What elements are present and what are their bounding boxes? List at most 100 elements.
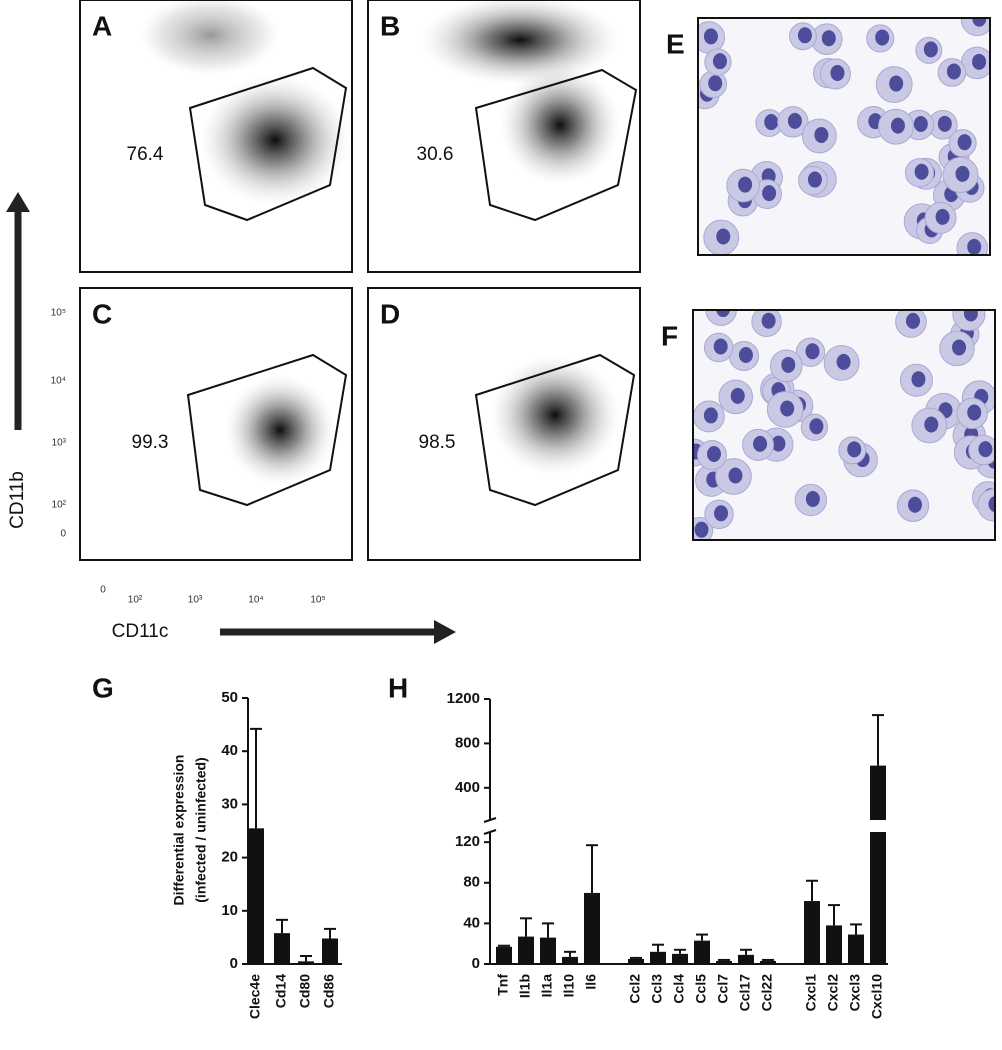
x-axis-label: CD11c [112,621,169,642]
x-tick-label: Cd80 [297,974,313,1008]
nucleus [762,185,777,202]
y-tick-label: 10⁴ [51,376,66,387]
nucleus [889,75,904,92]
bar [298,961,314,964]
bar [848,934,864,964]
y-tick-label: 40 [463,914,480,931]
nucleus [728,467,743,484]
x-tick-label: Cxcl1 [803,974,819,1012]
nucleus [781,356,796,373]
micrograph-frame [692,309,996,541]
gate [186,353,348,507]
axis-break [483,817,497,823]
nucleus [738,347,753,364]
nucleus [957,134,972,151]
x-tick-label: Il10 [561,974,577,998]
density [225,375,335,485]
panel-letter: H [388,672,408,703]
nucleus [716,310,731,318]
bar [826,925,842,964]
x-tick-label: Il1a [539,974,555,998]
nucleus [836,353,851,370]
density [200,75,350,205]
y-tick-label: 80 [463,874,480,891]
panel-letter: B [380,10,400,41]
y-tick-label: 50 [221,689,238,706]
x-tick-label: Il1b [517,974,533,998]
x-tick-label: Cd14 [273,974,289,1008]
nucleus [972,53,987,70]
nucleus [814,126,829,143]
x-tick-label: 0 [100,585,106,596]
gate-percentage: 76.4 [127,144,164,165]
nucleus [890,117,905,134]
nucleus [955,165,970,182]
nucleus [967,404,982,421]
nucleus [761,312,776,329]
panel-letter: E [666,28,685,59]
x-tick-label: Ccl3 [649,974,665,1004]
y-tick-label: 10 [221,902,238,919]
nucleus [764,114,779,131]
x-tick-label: Ccl22 [759,974,775,1012]
nucleus [946,63,961,80]
y-tick-label: 10³ [52,438,67,449]
y-tick-label: 0 [60,529,66,540]
bar [870,832,886,964]
y-tick-label: 10⁵ [51,308,66,319]
y-tick-label: 120 [455,833,480,850]
nucleus [988,496,995,513]
nucleus [716,228,731,245]
nucleus [738,176,753,193]
nucleus [809,418,824,435]
nucleus [905,312,920,329]
gate-percentage: 98.5 [419,432,456,453]
y-tick-label: 1200 [447,690,480,707]
nucleus [978,441,993,458]
nucleus [935,208,950,225]
x-tick-label: 10³ [188,595,203,606]
y-tick-label: 30 [221,795,238,812]
bar [716,960,732,964]
y-tick-label: 20 [221,849,238,866]
y-tick-label: 0 [230,955,238,972]
plot-frame [79,0,353,273]
x-tick-label: 10⁴ [248,595,263,606]
gate-percentage: 30.6 [417,144,454,165]
x-tick-label: Cxcl10 [869,974,885,1019]
bar [694,940,710,964]
x-tick-label: Cxcl3 [847,974,863,1012]
bar [738,954,754,964]
x-tick-label: Ccl2 [627,974,643,1004]
x-tick-label: 10² [128,595,143,606]
nucleus [753,435,768,452]
y-axis-label: (infected / uninfected) [193,757,209,902]
x-tick-label: Il6 [583,974,599,990]
y-tick-label: 40 [221,742,238,759]
gate-percentage: 99.3 [132,432,169,453]
nucleus [707,446,722,463]
x-tick-label: Clec4e [247,974,263,1019]
axis-break [483,829,497,835]
nucleus [911,371,926,388]
bar [650,951,666,964]
plot-frame [367,0,641,273]
nucleus [914,163,929,180]
bar [870,765,886,820]
y-tick-label: 400 [455,779,480,796]
y-tick-label: 10² [52,500,67,511]
bar [322,938,338,964]
x-tick-label: Tnf [495,974,511,996]
nucleus [923,41,938,58]
nucleus [805,491,820,508]
panel-letter: A [92,10,112,41]
bar [274,933,290,964]
nucleus [967,238,982,255]
x-tick-label: Cxcl2 [825,974,841,1012]
nucleus [712,53,727,70]
bar [672,953,688,964]
density [500,65,620,185]
bar [496,946,512,964]
density [420,0,620,85]
nucleus [703,28,718,45]
